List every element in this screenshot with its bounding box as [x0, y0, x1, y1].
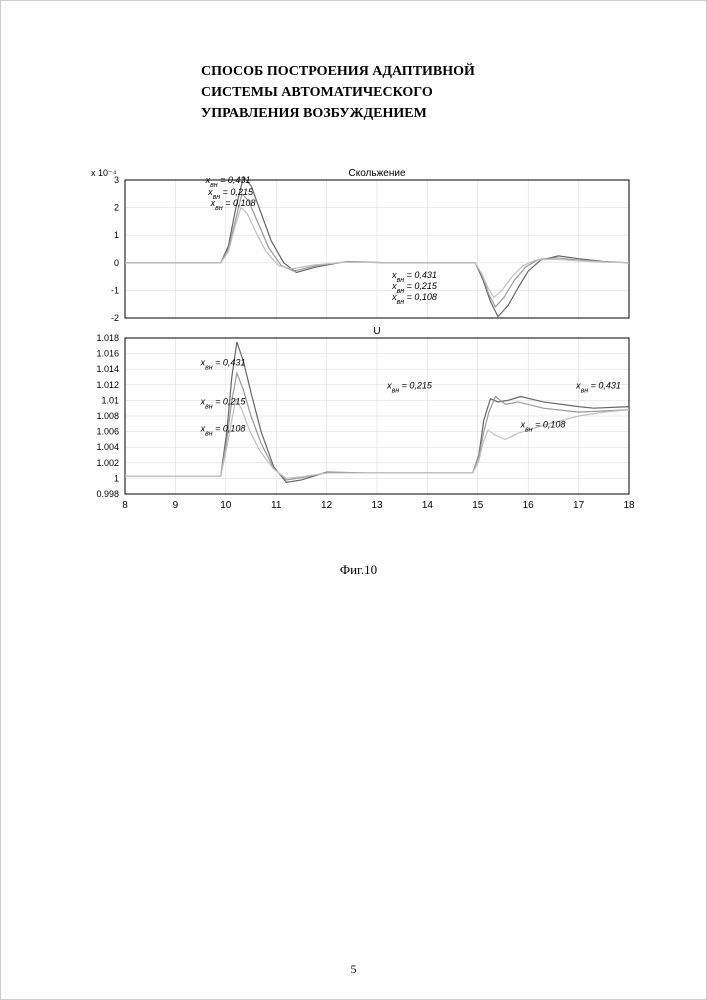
svg-text:1.016: 1.016: [96, 349, 119, 359]
svg-text:0: 0: [113, 258, 118, 268]
page: СПОСОБ ПОСТРОЕНИЯ АДАПТИВНОЙ СИСТЕМЫ АВТ…: [0, 0, 707, 1000]
title-line-1: СПОСОБ ПОСТРОЕНИЯ АДАПТИВНОЙ: [201, 61, 646, 82]
svg-text:x 10⁻⁴: x 10⁻⁴: [91, 168, 117, 178]
page-number: 5: [1, 962, 706, 977]
svg-text:0.998: 0.998: [96, 489, 119, 499]
svg-text:16: 16: [522, 500, 534, 511]
svg-text:13: 13: [371, 500, 383, 511]
svg-text:14: 14: [421, 500, 433, 511]
svg-text:1.008: 1.008: [96, 411, 119, 421]
svg-text:Скольжение: Скольжение: [348, 168, 405, 179]
svg-text:12: 12: [321, 500, 333, 511]
svg-text:15: 15: [472, 500, 484, 511]
svg-text:17: 17: [573, 500, 585, 511]
svg-text:1.004: 1.004: [96, 442, 119, 452]
svg-text:-2: -2: [110, 313, 118, 323]
svg-text:1.002: 1.002: [96, 458, 119, 468]
figure-caption: Фиг.10: [71, 562, 646, 578]
svg-text:2: 2: [113, 203, 118, 213]
svg-text:9: 9: [172, 500, 178, 511]
svg-text:1: 1: [113, 473, 118, 483]
title-line-3: УПРАВЛЕНИЯ ВОЗБУЖДЕНИЕМ: [201, 103, 646, 124]
svg-text:1: 1: [113, 230, 118, 240]
svg-text:18: 18: [623, 500, 635, 511]
svg-text:1.014: 1.014: [96, 364, 119, 374]
svg-text:11: 11: [271, 500, 282, 511]
plots-container: -2-10123Скольжениеx 10⁻⁴xвн = 0,431xвн =…: [79, 164, 639, 514]
svg-text:U: U: [373, 326, 380, 337]
svg-text:1.006: 1.006: [96, 427, 119, 437]
svg-text:1.018: 1.018: [96, 333, 119, 343]
svg-text:10: 10: [220, 500, 232, 511]
svg-text:1.01: 1.01: [101, 395, 119, 405]
svg-text:-1: -1: [110, 285, 118, 295]
title-line-2: СИСТЕМЫ АВТОМАТИЧЕСКОГО: [201, 82, 646, 103]
document-title: СПОСОБ ПОСТРОЕНИЯ АДАПТИВНОЙ СИСТЕМЫ АВТ…: [201, 61, 646, 124]
voltage-chart: 8 9 10 11 12 13 14 15 16 17 18 0.998 1 1.002 1.004 1.00…: [79, 324, 639, 514]
svg-text:8: 8: [122, 500, 128, 511]
slip-chart: -2-10123Скольжениеx 10⁻⁴xвн = 0,431xвн =…: [79, 164, 639, 324]
svg-text:1.012: 1.012: [96, 380, 119, 390]
